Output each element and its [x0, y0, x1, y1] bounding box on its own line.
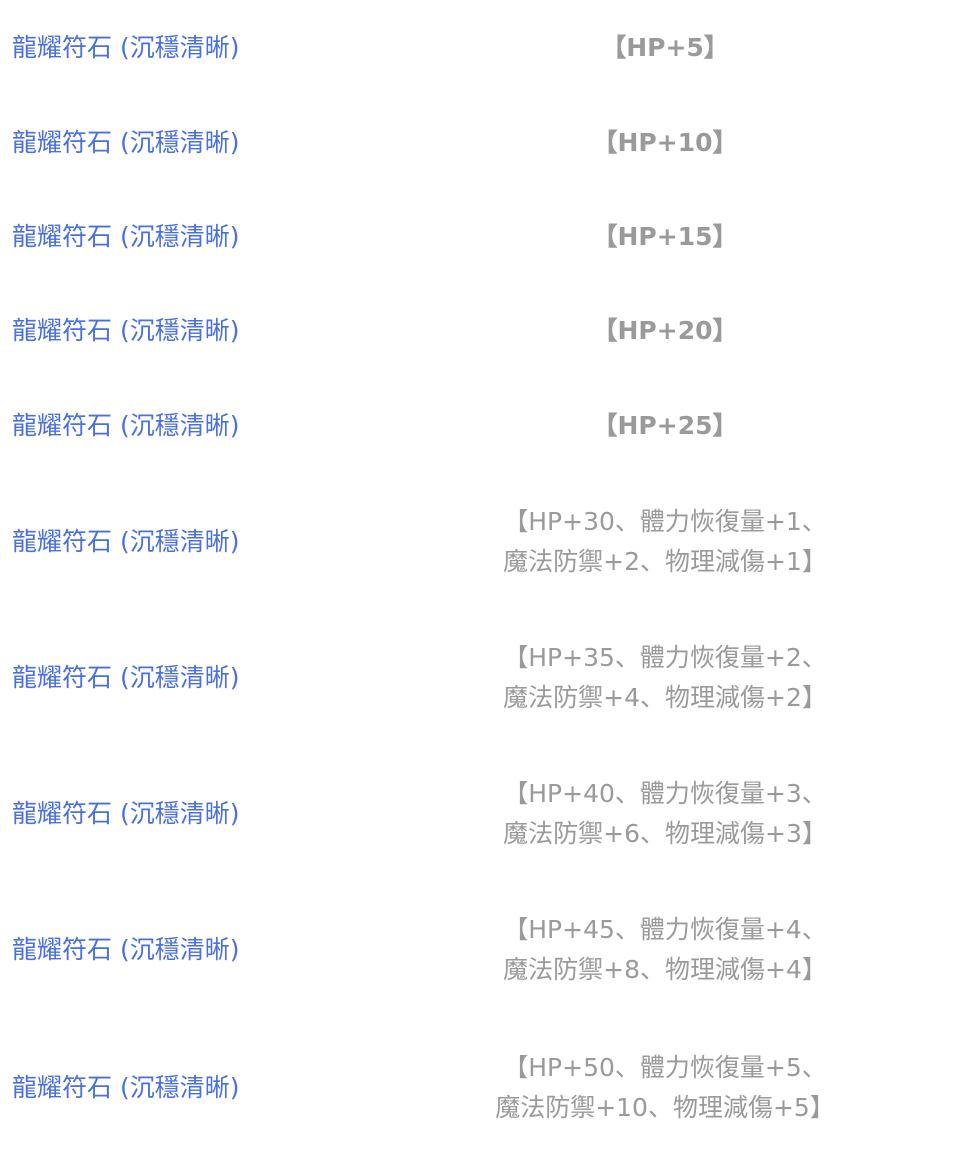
table-row: 龍耀符石 (沉穩清晰) 【HP+30、體力恢復量+1、 魔法防禦+2、物理減傷+…	[0, 502, 956, 582]
rune-effect-line: 魔法防禦+8、物理減傷+4】	[503, 955, 827, 984]
rune-effect: 【HP+30、體力恢復量+1、 魔法防禦+2、物理減傷+1】	[440, 502, 890, 582]
rune-name-link[interactable]: 龍耀符石 (沉穩清晰)	[12, 935, 240, 964]
table-row: 龍耀符石 (沉穩清晰) 【HP+45、體力恢復量+4、 魔法防禦+8、物理減傷+…	[0, 910, 956, 990]
rune-name-link[interactable]: 龍耀符石 (沉穩清晰)	[12, 222, 240, 251]
rune-name-link[interactable]: 龍耀符石 (沉穩清晰)	[12, 316, 240, 345]
rune-effect-line: 【HP+45、體力恢復量+4、	[503, 915, 827, 944]
rune-name-link[interactable]: 龍耀符石 (沉穩清晰)	[12, 411, 240, 440]
rune-effect-line: 魔法防禦+4、物理減傷+2】	[503, 683, 827, 712]
rune-name-link[interactable]: 龍耀符石 (沉穩清晰)	[12, 663, 240, 692]
rune-effect-line: 【HP+50、體力恢復量+5、	[503, 1053, 827, 1082]
table-row: 龍耀符石 (沉穩清晰) 【HP+10】	[0, 123, 956, 163]
rune-effect: 【HP+25】	[440, 406, 890, 446]
table-row: 龍耀符石 (沉穩清晰) 【HP+25】	[0, 406, 956, 446]
table-row: 龍耀符石 (沉穩清晰) 【HP+5】	[0, 28, 956, 68]
rune-effect: 【HP+50、體力恢復量+5、 魔法防禦+10、物理減傷+5】	[440, 1048, 890, 1128]
rune-effect-line: 【HP+15】	[592, 222, 738, 251]
rune-effect: 【HP+10】	[440, 123, 890, 163]
rune-effect-line: 【HP+35、體力恢復量+2、	[503, 643, 827, 672]
table-row: 龍耀符石 (沉穩清晰) 【HP+35、體力恢復量+2、 魔法防禦+4、物理減傷+…	[0, 638, 956, 718]
rune-effect: 【HP+35、體力恢復量+2、 魔法防禦+4、物理減傷+2】	[440, 638, 890, 718]
rune-effect-line: 魔法防禦+6、物理減傷+3】	[503, 819, 827, 848]
table-row: 龍耀符石 (沉穩清晰) 【HP+15】	[0, 217, 956, 257]
rune-name-link[interactable]: 龍耀符石 (沉穩清晰)	[12, 33, 240, 62]
rune-effect: 【HP+45、體力恢復量+4、 魔法防禦+8、物理減傷+4】	[440, 910, 890, 990]
table-row: 龍耀符石 (沉穩清晰) 【HP+20】	[0, 311, 956, 351]
rune-effect: 【HP+40、體力恢復量+3、 魔法防禦+6、物理減傷+3】	[440, 774, 890, 854]
rune-effect-line: 【HP+10】	[592, 128, 738, 157]
rune-name-link[interactable]: 龍耀符石 (沉穩清晰)	[12, 128, 240, 157]
rune-effect-line: 魔法防禦+10、物理減傷+5】	[495, 1093, 835, 1122]
rune-effect-line: 【HP+5】	[601, 33, 729, 62]
rune-effect: 【HP+5】	[440, 28, 890, 68]
rune-name-link[interactable]: 龍耀符石 (沉穩清晰)	[12, 527, 240, 556]
rune-effect-line: 【HP+25】	[592, 411, 738, 440]
table-row: 龍耀符石 (沉穩清晰) 【HP+40、體力恢復量+3、 魔法防禦+6、物理減傷+…	[0, 774, 956, 854]
rune-effect-line: 【HP+40、體力恢復量+3、	[503, 779, 827, 808]
table-row: 龍耀符石 (沉穩清晰) 【HP+50、體力恢復量+5、 魔法防禦+10、物理減傷…	[0, 1048, 956, 1128]
rune-effect-line: 魔法防禦+2、物理減傷+1】	[503, 547, 827, 576]
rune-name-link[interactable]: 龍耀符石 (沉穩清晰)	[12, 1073, 240, 1102]
rune-effect: 【HP+15】	[440, 217, 890, 257]
rune-effect-line: 【HP+20】	[592, 316, 738, 345]
rune-effect-line: 【HP+30、體力恢復量+1、	[503, 507, 827, 536]
rune-effect: 【HP+20】	[440, 311, 890, 351]
rune-name-link[interactable]: 龍耀符石 (沉穩清晰)	[12, 799, 240, 828]
